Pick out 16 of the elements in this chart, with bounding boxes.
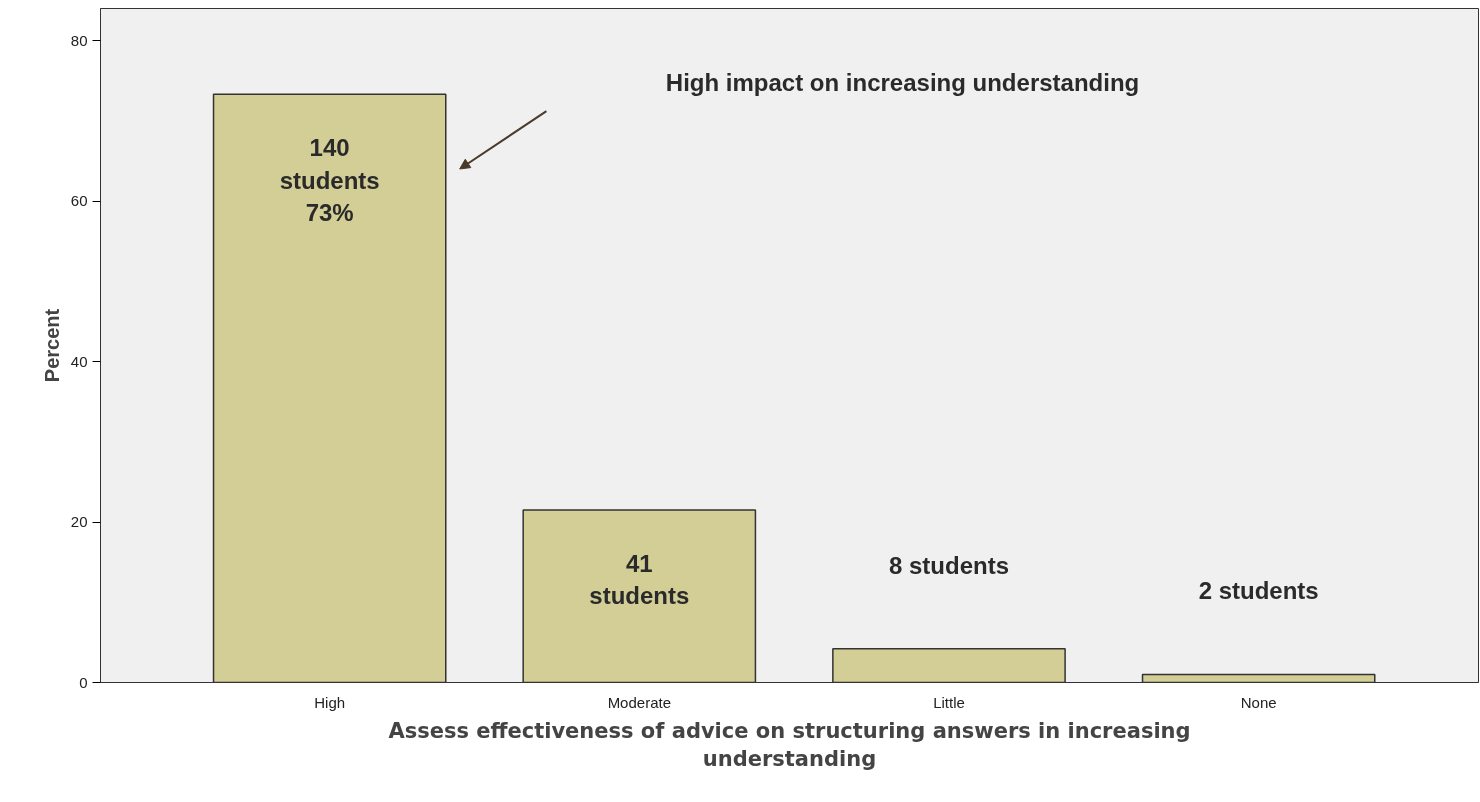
y-tick-label: 20 — [70, 513, 88, 531]
y-tick-label: 80 — [70, 31, 88, 49]
y-tick-label: 0 — [79, 673, 88, 691]
y-tick-label: 40 — [70, 352, 88, 370]
annotation: 8 students — [888, 551, 1009, 579]
x-axis-title: Assess effectiveness of advice on structuring answers in increasing understanding — [388, 718, 1191, 772]
x-tick-label: Moderate — [607, 693, 671, 711]
annotation: 2 students — [1198, 577, 1319, 605]
y-axis-title: Percent — [40, 308, 63, 383]
x-tick-label: High — [314, 693, 346, 711]
x-tick-label: Little — [933, 693, 965, 711]
x-tick-label: None — [1240, 693, 1277, 711]
y-tick-label: 60 — [70, 192, 88, 210]
annotation: High impact on increasing understanding — [665, 68, 1140, 96]
annotation: 140 students 73% — [279, 134, 380, 227]
annotation: 41 students — [589, 549, 690, 610]
